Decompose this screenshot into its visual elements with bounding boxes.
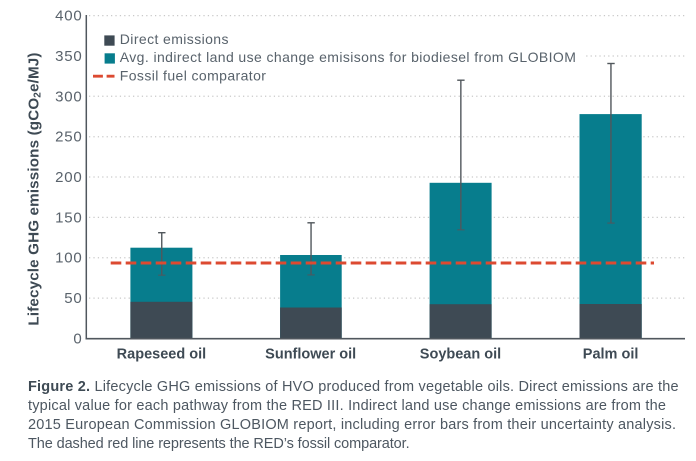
svg-text:150: 150 <box>55 209 82 226</box>
svg-text:300: 300 <box>55 88 82 105</box>
svg-text:Soybean oil: Soybean oil <box>420 347 501 363</box>
svg-text:100: 100 <box>55 250 82 267</box>
svg-text:Sunflower oil: Sunflower oil <box>265 347 356 363</box>
svg-text:400: 400 <box>55 8 82 25</box>
svg-text:50: 50 <box>64 290 82 307</box>
svg-text:Palm oil: Palm oil <box>583 347 639 363</box>
svg-text:Fossil fuel comparator: Fossil fuel comparator <box>120 67 267 83</box>
svg-text:250: 250 <box>55 129 82 146</box>
svg-text:Lifecycle GHG emissions (gCO2e: Lifecycle GHG emissions (gCO2e/MJ) <box>26 52 44 325</box>
svg-text:Direct emissions: Direct emissions <box>120 31 229 47</box>
svg-text:200: 200 <box>55 169 82 186</box>
svg-text:350: 350 <box>55 48 82 65</box>
svg-text:Avg. indirect land use change: Avg. indirect land use change emisisons … <box>120 49 576 65</box>
svg-text:0: 0 <box>73 331 82 348</box>
svg-text:Rapeseed oil: Rapeseed oil <box>117 347 206 363</box>
